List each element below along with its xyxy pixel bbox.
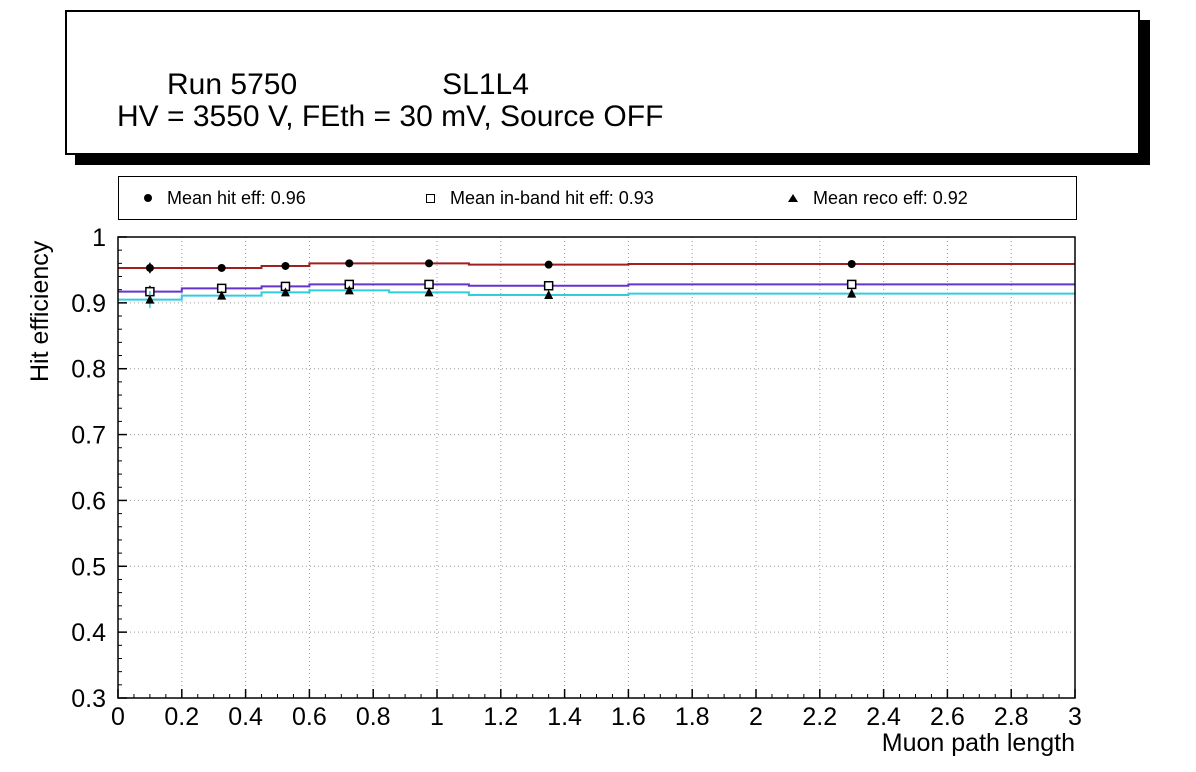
x-tick-label: 2.6 [930, 703, 965, 731]
x-tick-label: 2 [749, 703, 763, 731]
x-tick-label: 0 [111, 703, 125, 731]
open-square-marker [543, 280, 554, 291]
legend-entry-inband-eff: Mean in-band hit eff: 0.93 [426, 177, 654, 219]
axis-ticks [117, 236, 1076, 699]
legend-entry-reco-eff: Mean reco eff: 0.92 [788, 177, 968, 219]
open-square-marker [846, 279, 857, 290]
legend-label: Mean reco eff: 0.92 [813, 187, 968, 208]
y-tick-label: 0.4 [71, 619, 106, 647]
y-tick-label: 0.5 [71, 553, 106, 581]
legend: Mean hit eff: 0.96 Mean in-band hit eff:… [118, 176, 1077, 220]
filled-triangle-marker [344, 285, 354, 295]
x-tick-label: 0.4 [228, 703, 263, 731]
conditions-label: HV = 3550 V, FEth = 30 mV, Source OFF [117, 100, 664, 133]
filled-circle-marker [544, 260, 553, 269]
x-tick-label: 1.4 [547, 703, 582, 731]
filled-triangle-marker [280, 287, 290, 297]
title-box: Run 5750 SL1L4 HV = 3550 V, FEth = 30 mV,… [65, 10, 1140, 155]
x-tick-label: 1.6 [611, 703, 646, 731]
legend-label: Mean hit eff: 0.96 [167, 187, 306, 208]
x-tick-label: 1.8 [675, 703, 710, 731]
filled-triangle-marker [847, 288, 857, 298]
series-open-square [118, 279, 1075, 298]
x-tick-label: 0.2 [164, 703, 199, 731]
filled-circle-marker [345, 259, 354, 268]
plot-frame [117, 236, 1076, 699]
open-square-marker-icon [426, 193, 435, 203]
legend-label: Mean in-band hit eff: 0.93 [450, 187, 654, 208]
filled-triangle-marker-icon [788, 194, 798, 202]
legend-entry-hit-eff: Mean hit eff: 0.96 [144, 177, 306, 219]
filled-circle-marker [425, 259, 434, 268]
filled-triangle-marker [424, 287, 434, 297]
x-tick-label: 0.8 [356, 703, 391, 731]
x-tick-label: 0.6 [292, 703, 327, 731]
y-tick-label: 0.8 [71, 356, 106, 384]
step-line [118, 262, 1075, 269]
y-tick-label: 0.6 [71, 487, 106, 515]
filled-triangle-marker [217, 290, 227, 300]
filled-circle-marker [217, 263, 226, 272]
filled-triangle-marker [544, 289, 554, 299]
step-line [118, 289, 1075, 301]
series-filled-triangle [118, 285, 1075, 309]
x-tick-label: 2.8 [994, 703, 1029, 731]
x-tick-label: 2.2 [802, 703, 837, 731]
y-tick-label: 0.9 [71, 290, 106, 318]
filled-circle-marker [847, 260, 856, 269]
x-tick-label: 1 [430, 703, 444, 731]
x-axis-title: Muon path length [881, 729, 1075, 757]
y-tick-label: 0.3 [71, 685, 106, 713]
y-tick-label: 0.7 [71, 422, 106, 450]
filled-circle-marker-icon [144, 194, 152, 202]
x-tick-label: 3 [1068, 703, 1082, 731]
series-filled-circle [118, 259, 1075, 274]
filled-circle-marker [145, 263, 154, 272]
x-tick-label: 2.4 [866, 703, 901, 731]
x-tick-label: 1.2 [483, 703, 518, 731]
filled-triangle-marker [145, 294, 155, 304]
open-square-marker [424, 279, 434, 290]
tick-labels: 0 0.2 0.4 0.6 0.8 1 1.2 1.4 1.6 1.8 2 2.2 2.4 2.6 2.8 3… [71, 224, 1082, 731]
y-tick-label: 1 [92, 224, 106, 252]
title-line-1: Run 5750 SL1L4 [117, 34, 529, 136]
chamber-label: SL1L4 [442, 68, 529, 101]
gridlines [118, 237, 1075, 698]
filled-circle-marker [281, 261, 290, 270]
step-line [118, 283, 1075, 293]
run-label: Run 5750 [167, 68, 298, 101]
